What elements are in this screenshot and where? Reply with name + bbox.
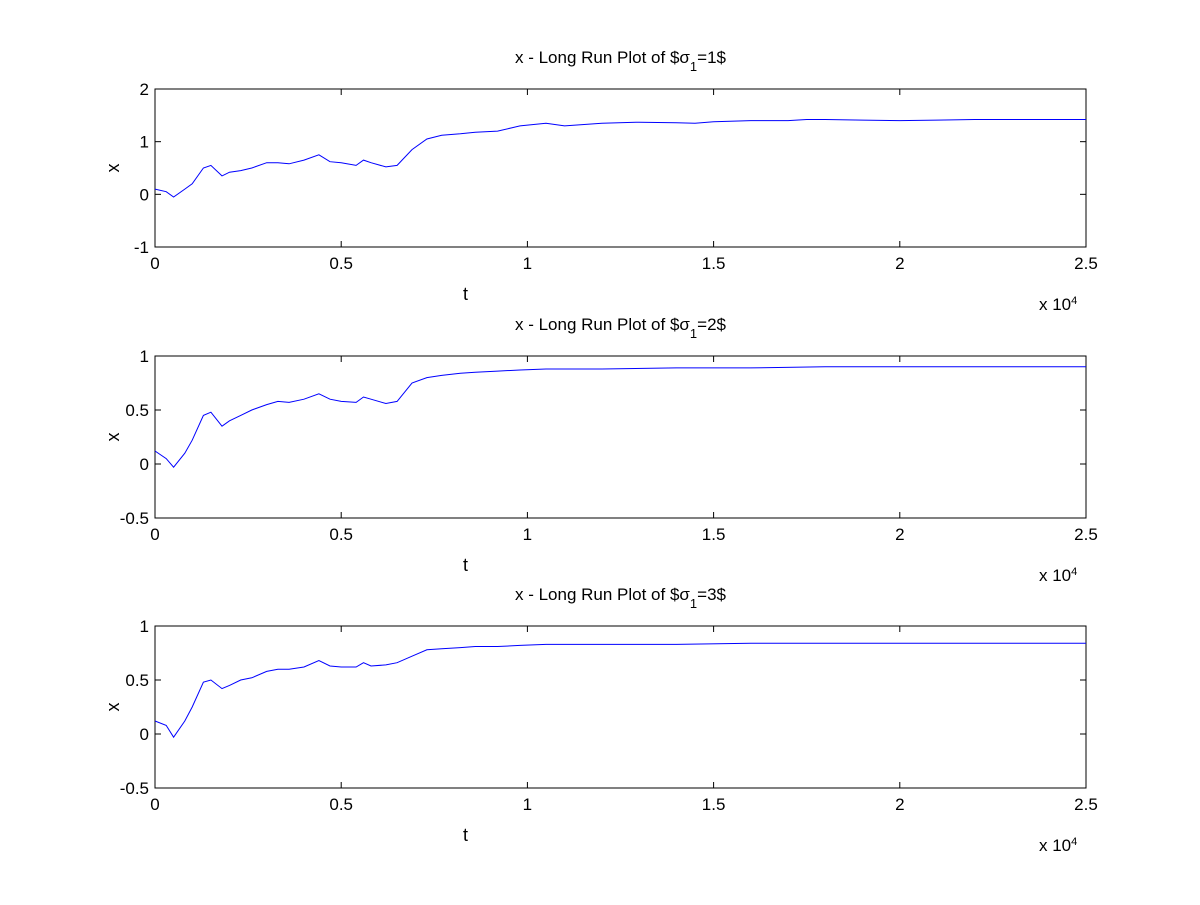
series-line-1 [154, 642, 1086, 739]
x-axis-multiplier: x 104 [1039, 836, 1077, 855]
series-line-1 [154, 119, 1086, 198]
x-tick-label: 1 [523, 254, 532, 273]
x-tick-label: 2.5 [1074, 254, 1098, 273]
subplot-2: 0 0.5 1 1.5 2 2.5-0.500.51x - Long Run Plot o… [103, 315, 1098, 585]
x-tick-label: 2 [895, 525, 904, 544]
chart-title: x - Long Run Plot of $σ1=1$ [515, 48, 727, 74]
y-tick-label: 0.5 [125, 401, 149, 420]
chart-title: x - Long Run Plot of $σ1=3$ [515, 585, 727, 611]
series-line-1 [154, 366, 1086, 468]
x-tick-label: 2 [895, 795, 904, 814]
x-tick-label: 0.5 [329, 795, 353, 814]
x-tick-label: 0 [150, 525, 159, 544]
x-tick-label: 1.5 [702, 795, 726, 814]
x-axis-multiplier: x 104 [1039, 566, 1077, 585]
x-tick-label: 0.5 [329, 254, 353, 273]
y-tick-label: -1 [134, 238, 149, 257]
y-axis-label: x [103, 433, 123, 442]
x-tick-label: 2.5 [1074, 525, 1098, 544]
y-tick-label: -0.5 [120, 509, 149, 528]
x-axis-multiplier: x 104 [1039, 295, 1077, 314]
chart-title: x - Long Run Plot of $σ1=2$ [515, 315, 727, 341]
y-tick-label: 1 [140, 347, 149, 366]
x-tick-label: 1 [523, 525, 532, 544]
x-axis-label: t [463, 825, 468, 845]
y-tick-label: 0 [140, 455, 149, 474]
y-tick-label: 1 [140, 617, 149, 636]
y-tick-label: 0 [140, 725, 149, 744]
y-tick-label: -0.5 [120, 779, 149, 798]
axes-box [154, 88, 1087, 248]
y-axis-label: x [103, 703, 123, 712]
x-tick-label: 1 [523, 795, 532, 814]
x-tick-label: 1.5 [702, 254, 726, 273]
y-tick-label: 0.5 [125, 671, 149, 690]
x-tick-label: 1.5 [702, 525, 726, 544]
x-tick-label: 0 [150, 795, 159, 814]
x-tick-label: 0.5 [329, 525, 353, 544]
axes-box [154, 625, 1087, 789]
subplot-3: 0 0.5 1 1.5 2 2.5-0.500.51x - Long Run Plot o… [103, 585, 1098, 855]
x-axis-label: t [463, 284, 468, 304]
axes-box [154, 355, 1087, 519]
y-tick-label: 2 [140, 80, 149, 99]
x-tick-label: 2.5 [1074, 795, 1098, 814]
x-tick-label: 2 [895, 254, 904, 273]
y-tick-label: 1 [140, 133, 149, 152]
y-axis-label: x [103, 164, 123, 173]
x-tick-label: 0 [150, 254, 159, 273]
y-tick-label: 0 [140, 185, 149, 204]
x-axis-label: t [463, 555, 468, 575]
